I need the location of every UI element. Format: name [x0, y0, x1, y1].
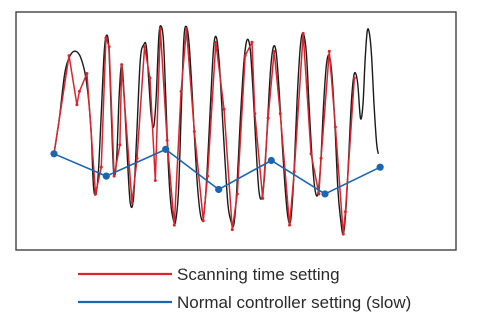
data-point-scanning-15	[148, 76, 152, 80]
data-point-scanning-42	[327, 49, 331, 53]
data-point-scanning-10	[118, 143, 122, 147]
data-point-scanning-45	[343, 210, 347, 214]
data-point-scanning-38	[301, 31, 305, 35]
data-point-normal-5	[321, 190, 329, 198]
data-point-scanning-29	[243, 54, 247, 58]
data-point-scanning-8	[107, 45, 111, 49]
data-point-scanning-35	[278, 112, 282, 116]
data-point-scanning-39	[309, 152, 313, 156]
data-point-scanning-36	[288, 223, 292, 227]
data-point-scanning-12	[130, 201, 134, 205]
data-point-scanning-5	[94, 192, 98, 196]
data-point-scanning-37	[292, 170, 296, 174]
data-point-scanning-18	[165, 138, 169, 142]
data-point-scanning-22	[192, 130, 196, 133]
data-point-scanning-14	[143, 45, 147, 49]
legend-label-scanning-time-setting: Scanning time setting	[177, 265, 340, 284]
data-point-scanning-9	[112, 174, 116, 178]
plot-area	[50, 25, 384, 236]
data-point-normal-6	[376, 163, 384, 171]
data-point-scanning-11	[120, 63, 124, 67]
data-point-normal-1	[102, 172, 110, 180]
data-point-scanning-24	[206, 174, 210, 178]
data-point-scanning-26	[222, 107, 226, 111]
data-point-scanning-23	[201, 219, 205, 223]
plot-frame	[15, 11, 457, 251]
legend-label-normal-controller-setting: Normal controller setting (slow)	[177, 293, 411, 312]
data-point-scanning-7	[104, 36, 108, 40]
data-point-scanning-20	[179, 89, 183, 93]
data-point-scanning-3	[77, 89, 81, 93]
data-point-normal-3	[215, 185, 223, 194]
data-point-normal-2	[162, 145, 170, 153]
data-point-normal-4	[267, 156, 275, 165]
data-point-scanning-13	[135, 156, 139, 160]
data-point-scanning-4	[85, 72, 89, 76]
data-point-scanning-40	[317, 192, 321, 196]
data-point-scanning-33	[266, 116, 270, 120]
data-point-scanning-46	[352, 76, 356, 80]
data-point-scanning-27	[230, 228, 234, 232]
data-point-scanning-1	[67, 54, 71, 58]
data-point-scanning-25	[214, 40, 218, 44]
data-point-scanning-2	[75, 103, 79, 107]
data-point-scanning-6	[99, 165, 103, 169]
data-point-scanning-21	[184, 27, 188, 31]
data-point-scanning-32	[261, 196, 265, 200]
data-point-scanning-34	[272, 49, 276, 53]
data-point-normal-0	[50, 150, 58, 158]
data-point-scanning-43	[333, 125, 337, 129]
data-point-scanning-16	[153, 179, 157, 183]
data-point-scanning-30	[250, 40, 254, 44]
data-point-scanning-44	[341, 232, 345, 236]
data-point-scanning-31	[253, 112, 257, 116]
legend: Scanning time setting Normal controller …	[78, 265, 411, 312]
data-point-scanning-41	[319, 156, 323, 160]
data-point-scanning-17	[158, 27, 162, 31]
data-point-scanning-19	[172, 223, 176, 227]
data-point-scanning-28	[235, 192, 239, 196]
